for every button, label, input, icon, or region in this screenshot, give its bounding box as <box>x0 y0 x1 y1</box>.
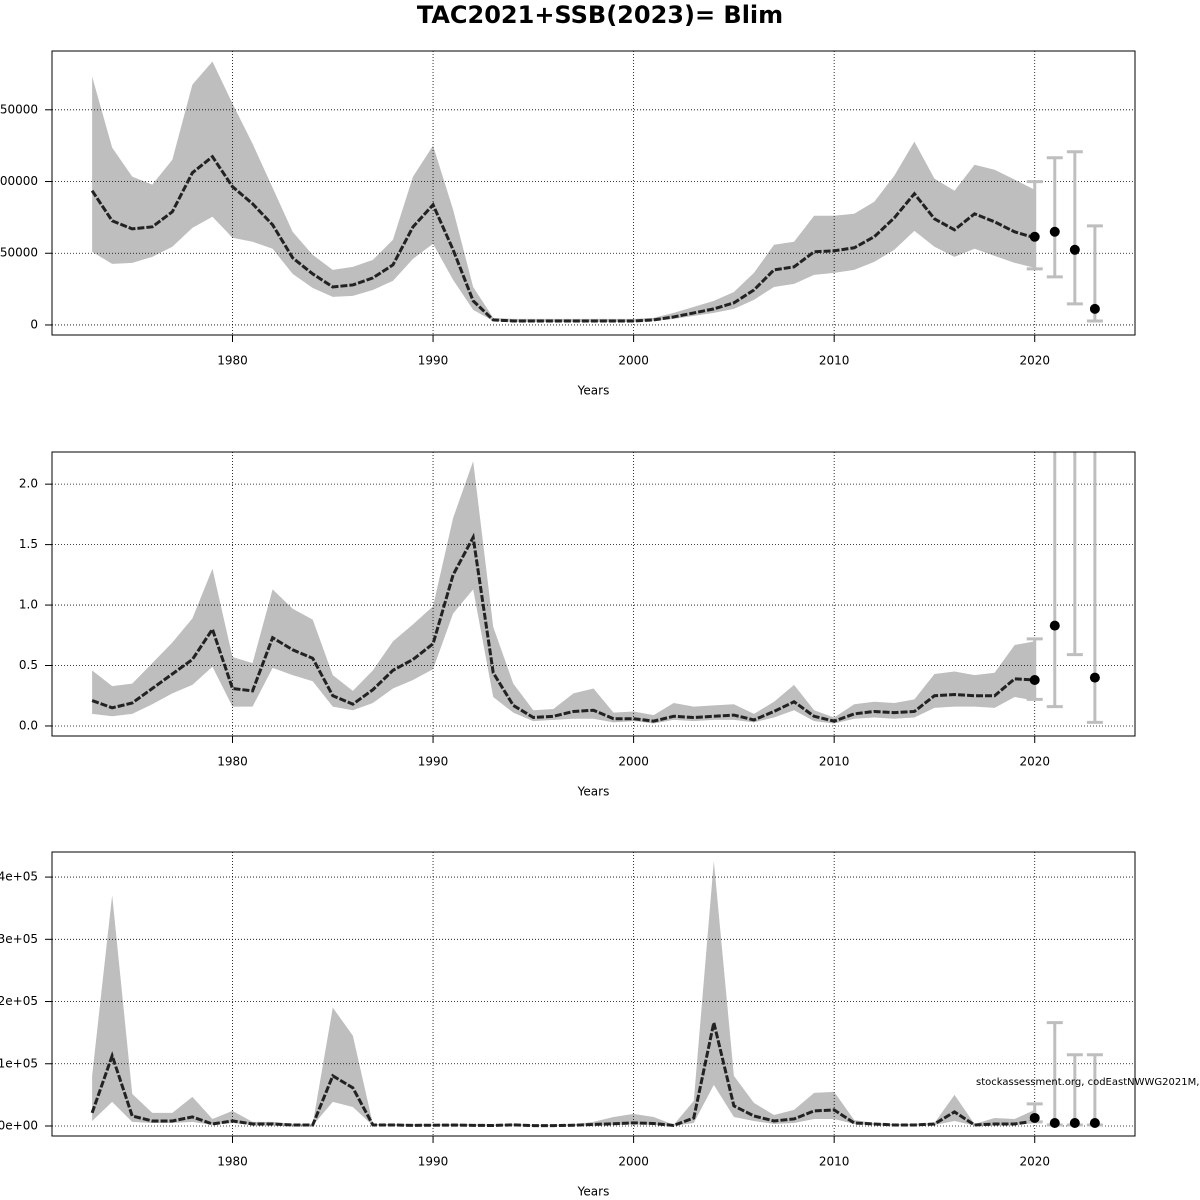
forecast-interval <box>1086 1053 1103 1128</box>
y-tick-label: 0.0 <box>19 718 38 732</box>
forecast-interval <box>1026 180 1043 271</box>
y-tick-label: 4e+05 <box>0 870 38 884</box>
forecast-interval <box>1026 1102 1043 1124</box>
forecast-point <box>1069 244 1080 255</box>
x-tick-label: 2000 <box>618 755 649 769</box>
x-tick-label: 2010 <box>819 1155 850 1169</box>
annotation: stockassessment.org, codEastNWWG2021M, <box>976 1077 1199 1088</box>
confidence-band <box>92 61 1035 322</box>
forecast-point <box>1029 675 1040 686</box>
forecast-interval <box>1066 1053 1083 1128</box>
x-axis-label: Years <box>577 384 610 398</box>
x-tick-label: 2010 <box>819 755 850 769</box>
forecast-interval <box>1086 452 1103 724</box>
forecast-point <box>1049 620 1060 631</box>
forecast-point <box>1029 1112 1040 1123</box>
y-tick-label: 0 <box>30 317 38 331</box>
y-tick-label: 1e+05 <box>0 1056 38 1070</box>
x-tick-label: 2020 <box>1019 1155 1050 1169</box>
forecast-interval <box>1046 452 1063 709</box>
confidence-band <box>92 861 1035 1126</box>
forecast-point <box>1029 231 1040 242</box>
x-tick-label: 2020 <box>1019 755 1050 769</box>
x-tick-label: 2020 <box>1019 354 1050 368</box>
figure-title: TAC2021+SSB(2023)= Blim <box>417 1 783 29</box>
forecast-point <box>1089 672 1100 683</box>
forecast-point <box>1089 1117 1100 1128</box>
x-tick-label: 1990 <box>418 755 449 769</box>
x-tick-label: 2010 <box>819 354 850 368</box>
y-tick-label: 0.5 <box>19 658 38 672</box>
forecast-interval <box>1046 156 1063 279</box>
median-line <box>90 1022 1035 1128</box>
y-tick-label: 3e+05 <box>0 932 38 946</box>
plot-frame <box>51 50 1136 336</box>
forecast-point <box>1049 1117 1060 1128</box>
forecast-point <box>1069 1117 1080 1128</box>
plot-frame <box>51 451 1136 737</box>
x-axis-label: Years <box>577 785 610 799</box>
forecast-interval <box>1026 637 1043 701</box>
plot-frame <box>51 851 1136 1137</box>
x-tick-label: 2000 <box>618 1155 649 1169</box>
forecast-interval <box>1046 1021 1063 1128</box>
confidence-band <box>92 461 1035 724</box>
forecast-interval <box>1066 150 1083 306</box>
median-line <box>90 154 1036 323</box>
median-line <box>91 532 1035 723</box>
x-tick-label: 1990 <box>418 354 449 368</box>
forecast-interval <box>1066 358 1083 657</box>
x-tick-label: 1990 <box>418 1155 449 1169</box>
panel: 1980 1990 2000 2010 2020 0 50000 100000 150000 Ye… <box>0 50 1136 398</box>
forecast-point <box>1089 303 1100 314</box>
y-tick-label: 0e+00 <box>0 1118 38 1132</box>
y-tick-label: 1.5 <box>19 537 38 551</box>
y-tick-label: 2e+05 <box>0 994 38 1008</box>
x-tick-label: 1980 <box>217 755 248 769</box>
y-tick-label: 150000 <box>0 102 38 116</box>
x-axis-label: Years <box>577 1185 610 1199</box>
x-tick-label: 1980 <box>217 354 248 368</box>
y-tick-label: 2.0 <box>19 477 38 491</box>
x-tick-label: 2000 <box>618 354 649 368</box>
x-tick-label: 1980 <box>217 1155 248 1169</box>
forecast-point <box>1070 358 1080 368</box>
y-tick-label: 50000 <box>0 246 38 260</box>
panel: 1980 1990 2000 2010 2020 0.0 0.5 1.0 1.5 2.0 Years <box>19 358 1136 799</box>
panel: 1980 1990 2000 2010 2020 0e+00 1e+05 2e+05 3e+05… <box>0 851 1199 1199</box>
forecast-interval <box>1086 224 1103 323</box>
y-tick-label: 1.0 <box>19 598 38 612</box>
y-tick-label: 100000 <box>0 174 38 188</box>
forecast-point <box>1049 226 1060 237</box>
